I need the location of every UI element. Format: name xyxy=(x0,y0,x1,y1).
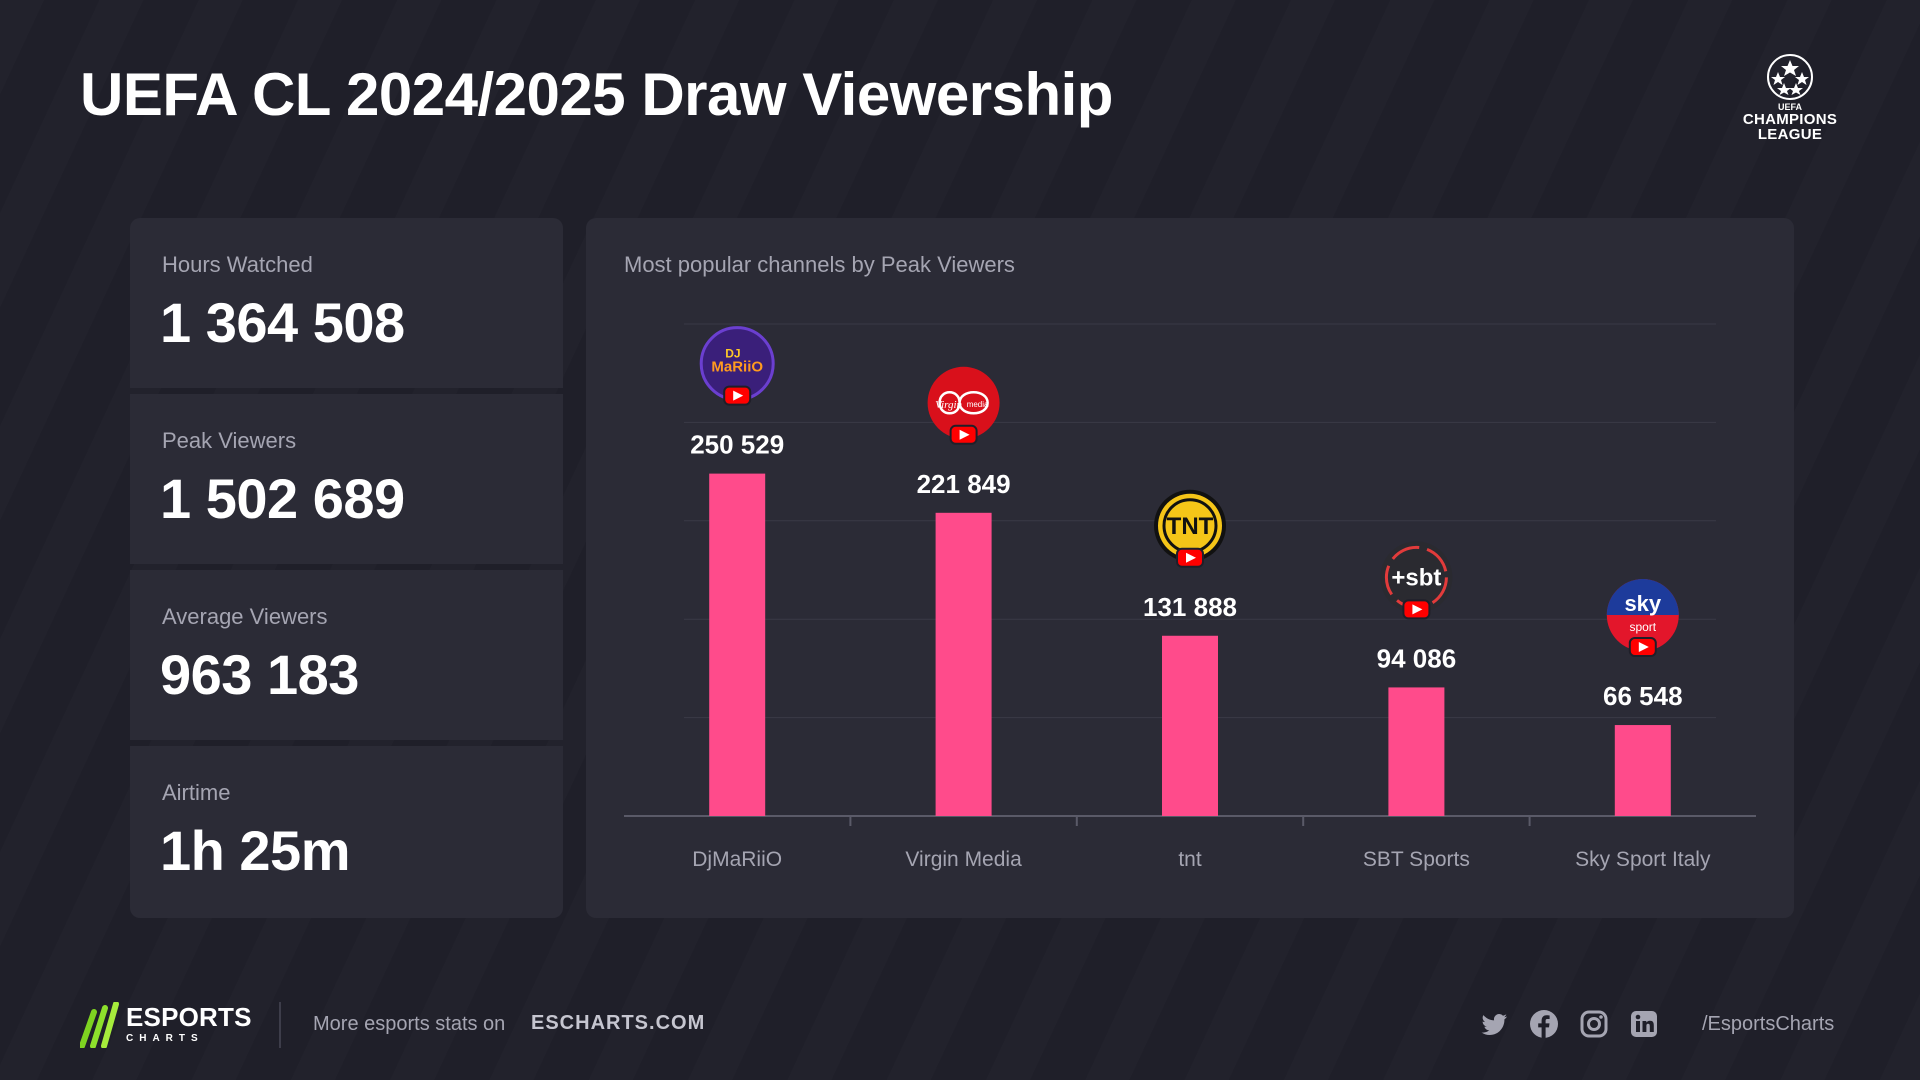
logo-top xyxy=(1606,579,1679,616)
logo-text: media xyxy=(967,400,989,409)
stat-label: Hours Watched xyxy=(162,252,313,277)
play-glyph xyxy=(1186,552,1196,563)
sbt-logo-icon: +sbt xyxy=(1380,541,1453,620)
stat-card-peak-viewers: Peak Viewers 1 502 689 xyxy=(130,394,563,564)
virgin-media-logo-icon: Virgin media xyxy=(927,366,1000,445)
instagram-icon[interactable] xyxy=(1578,1008,1610,1040)
starball-icon xyxy=(1767,54,1813,100)
data-label: 250 529 xyxy=(690,430,784,460)
footer-divider xyxy=(279,1002,281,1048)
facebook-icon[interactable] xyxy=(1528,1008,1560,1040)
play-glyph xyxy=(959,429,970,440)
bar-djmariio xyxy=(709,473,766,816)
logo-text: TNT xyxy=(1167,513,1214,540)
logo-disc xyxy=(1158,493,1222,558)
data-label: 221 849 xyxy=(917,469,1011,499)
youtube-icon xyxy=(1402,599,1431,620)
chart-title: Most popular channels by Peak Viewers xyxy=(624,252,1015,277)
data-label: 66 548 xyxy=(1603,681,1683,711)
stat-label: Peak Viewers xyxy=(162,428,297,453)
play-glyph xyxy=(1412,604,1423,615)
page-title: UEFA CL 2024/2025 Draw Viewership xyxy=(80,61,1113,128)
stat-card-average-viewers: Average Viewers 963 183 xyxy=(130,570,563,740)
logo-small-text: UEFA xyxy=(1777,102,1802,112)
category-label: tnt xyxy=(1178,848,1202,871)
champions-league-logo: UEFA CHAMPIONS LEAGUE xyxy=(1730,52,1850,162)
logo-bg xyxy=(701,327,774,400)
brand-name: ESPORTS xyxy=(126,1002,252,1032)
category-label: SBT Sports xyxy=(1363,848,1470,871)
logo-text: sport xyxy=(1629,620,1656,634)
logo-text: MaRiiO xyxy=(711,359,763,376)
tnt-logo-icon: TNT xyxy=(1154,489,1226,568)
logo-name-line2: LEAGUE xyxy=(1757,126,1823,143)
stat-card-airtime: Airtime 1h 25m xyxy=(130,746,563,918)
footer-site-link[interactable]: ESCHARTS.COM xyxy=(531,1012,706,1034)
youtube-icon xyxy=(1628,637,1657,658)
data-label: 94 086 xyxy=(1377,643,1457,673)
play-glyph xyxy=(733,390,744,401)
category-label: DjMaRiiO xyxy=(692,848,782,871)
bar-tnt xyxy=(1162,635,1218,816)
stat-value: 1h 25m xyxy=(160,819,351,882)
sky-sport-logo-icon: sky sport xyxy=(1606,579,1679,658)
stat-label: Airtime xyxy=(162,780,231,805)
esports-charts-mark-icon xyxy=(79,1001,119,1049)
bar-virgin-media xyxy=(935,512,992,816)
twitter-icon[interactable] xyxy=(1478,1008,1510,1040)
stat-card-hours-watched: Hours Watched 1 364 508 xyxy=(130,218,563,388)
data-label: 131 888 xyxy=(1143,592,1237,622)
linkedin-icon[interactable] xyxy=(1628,1008,1660,1040)
stat-label: Average Viewers xyxy=(162,604,328,629)
logo-text: sky xyxy=(1624,591,1661,616)
social-handle[interactable]: /EsportsCharts xyxy=(1702,1013,1835,1035)
logo-text: DJ xyxy=(725,347,740,361)
youtube-icon xyxy=(949,424,978,445)
youtube-icon xyxy=(1176,547,1204,568)
stat-value: 1 364 508 xyxy=(160,291,405,354)
logo-bg xyxy=(1380,541,1453,614)
logo-infinity xyxy=(938,391,989,415)
youtube-icon xyxy=(723,385,752,406)
footer-promo-text: More esports stats on xyxy=(313,1013,506,1035)
stat-value: 1 502 689 xyxy=(160,467,405,530)
bar-sbt-sports xyxy=(1388,687,1445,816)
logo-name-line1: CHAMPIONS xyxy=(1742,111,1838,128)
logo-text: +sbt xyxy=(1391,564,1441,591)
brand-subtitle: CHARTS xyxy=(126,1033,204,1044)
stat-value: 963 183 xyxy=(160,643,359,706)
play-glyph xyxy=(1638,642,1649,653)
bar-sky-sport-italy xyxy=(1614,725,1671,816)
category-label: Virgin Media xyxy=(905,848,1022,871)
category-label: Sky Sport Italy xyxy=(1575,848,1711,871)
esports-charts-logo: ESPORTS CHARTS xyxy=(79,1001,252,1049)
logo-text: Virgin xyxy=(935,399,962,411)
logo-bg xyxy=(927,366,1000,439)
